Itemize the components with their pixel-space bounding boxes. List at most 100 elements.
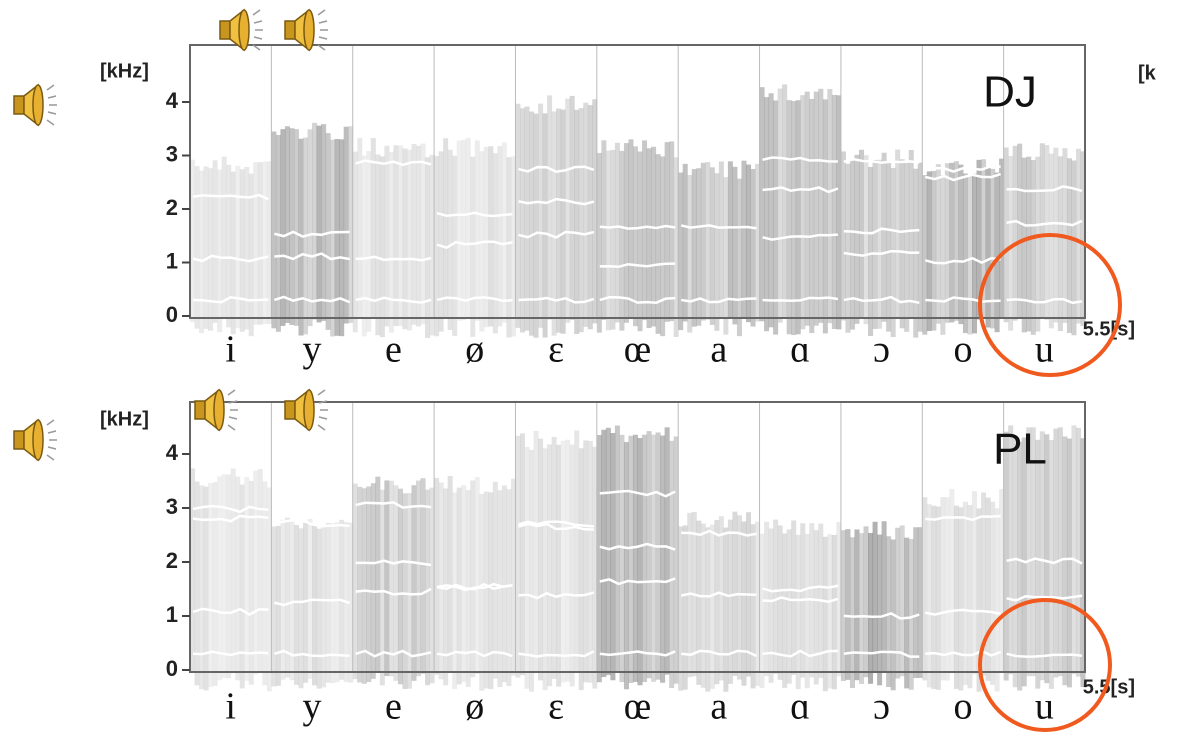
spectrogram-stripe [361, 488, 367, 684]
spectrogram-stripe [840, 151, 846, 321]
spectrogram-stripe [1048, 440, 1054, 689]
spectrogram-stripe [759, 533, 765, 688]
spectrogram-stripe [818, 88, 824, 323]
spectrogram-stripe [547, 444, 553, 687]
spectrogram-stripe [664, 427, 670, 675]
spectrogram-stripe [470, 156, 476, 337]
spectrogram-stripe [682, 525, 688, 690]
spectrogram-stripe [940, 175, 946, 335]
spectrogram-stripe [397, 488, 403, 685]
spectrogram-stripe [868, 533, 874, 684]
speaker-icon[interactable] [194, 389, 239, 431]
spectrogram-stripe [682, 163, 688, 322]
spectrogram-stripe [700, 523, 706, 688]
spectrogram-stripe [479, 493, 485, 691]
formant-track [192, 254, 269, 263]
spectrogram-stripe [402, 493, 408, 689]
spectrogram-stripe [565, 98, 571, 323]
spectrogram-stripe [393, 485, 399, 681]
spectrogram-stripe [592, 99, 598, 324]
spectrogram-stripe [664, 142, 670, 322]
spectrogram-stripe [935, 164, 941, 324]
spectrogram-stripe [470, 480, 476, 678]
formant-track [355, 559, 432, 567]
spectrogram-stripe [397, 145, 403, 327]
spectrogram-stripe [741, 521, 747, 686]
formant-track [355, 649, 432, 658]
spectrogram [189, 45, 1086, 338]
spectrogram-stripe [637, 438, 643, 686]
spectrogram-stripe [782, 84, 788, 319]
formant-track [762, 296, 839, 303]
spectrogram-stripe [366, 151, 372, 332]
spectrogram-stripe [271, 526, 277, 687]
spectrogram-stripe [203, 166, 209, 329]
spectrogram-stripe [293, 129, 299, 326]
spectrogram-stripe [560, 109, 566, 334]
end-time-label: 5.5[s] [1083, 318, 1135, 340]
formant-track [273, 295, 351, 304]
spectrogram-stripe [217, 169, 223, 333]
spectrogram-stripe [962, 501, 968, 686]
vowel-label: œ [624, 686, 651, 728]
spectrogram-stripe [244, 167, 250, 330]
vowel-label: ɔ [873, 329, 890, 371]
spectrogram-stripe [863, 526, 869, 678]
formant-track [843, 157, 920, 164]
spectrogram-stripe [384, 480, 390, 677]
spectrogram-stripe [321, 124, 327, 321]
spectrogram-stripe [917, 527, 923, 678]
spectrogram-stripe [316, 125, 322, 323]
formant-track [1006, 557, 1083, 565]
spectrogram-stripe [497, 146, 503, 327]
spectrogram-stripe [601, 429, 607, 678]
spectrogram-stripe [199, 170, 205, 334]
spectrogram-stripe [434, 477, 440, 675]
spectrogram-stripe [284, 517, 290, 678]
spectrogram-stripe [519, 108, 525, 333]
spectrogram-stripe [849, 160, 855, 330]
spectrogram-stripe [402, 148, 408, 330]
speaker-icon[interactable] [284, 389, 329, 431]
spectrogram-stripe [429, 487, 435, 684]
spectrogram-stripe [795, 534, 801, 690]
spectrogram-stripe [827, 534, 833, 689]
speaker-icon[interactable] [13, 84, 58, 126]
spectrogram-stripe [565, 439, 571, 682]
spectrogram-stripe [348, 522, 354, 683]
spectrogram-stripe [474, 140, 480, 321]
spectrogram-stripe [1039, 431, 1045, 681]
highlight-circle [978, 233, 1122, 377]
spectrogram-stripe [718, 516, 724, 681]
spectrogram-stripe [578, 448, 584, 691]
spectrogram-stripe [1021, 157, 1027, 333]
spectrogram-stripe [791, 520, 797, 675]
spectrogram-stripe [330, 139, 336, 337]
spectrogram-stripe [967, 174, 973, 335]
spectrogram-stripe [1053, 428, 1059, 678]
spectrogram-stripe [868, 167, 874, 336]
spectrogram-stripe [750, 524, 756, 689]
spectrogram-stripe [967, 505, 973, 689]
spectrogram-stripe [203, 486, 209, 691]
spectrogram-stripe [854, 529, 860, 681]
y-tick-label: 2 [166, 195, 178, 220]
spectrogram-stripe [895, 149, 901, 319]
spectrogram-stripe [325, 133, 331, 330]
spectrogram-stripe [253, 470, 259, 675]
spectrogram-stripe [931, 170, 937, 331]
speaker-icon[interactable] [13, 419, 58, 461]
spectrogram-stripe [1080, 151, 1086, 327]
spectrogram-stripe [750, 168, 756, 327]
spectrogram-stripe [813, 91, 819, 326]
spectrogram-stripe [194, 166, 200, 329]
unit-label: [kHz] [100, 60, 149, 82]
spectrogram-stripe [452, 492, 458, 690]
spectrogram-stripe [895, 527, 901, 679]
formant-track [681, 529, 757, 537]
spectrogram-stripe [786, 100, 792, 335]
plot-frame [189, 44, 1086, 319]
vowel-label: a [710, 686, 727, 728]
spectrogram-stripe [542, 448, 548, 691]
vowel-label: ø [465, 329, 484, 371]
